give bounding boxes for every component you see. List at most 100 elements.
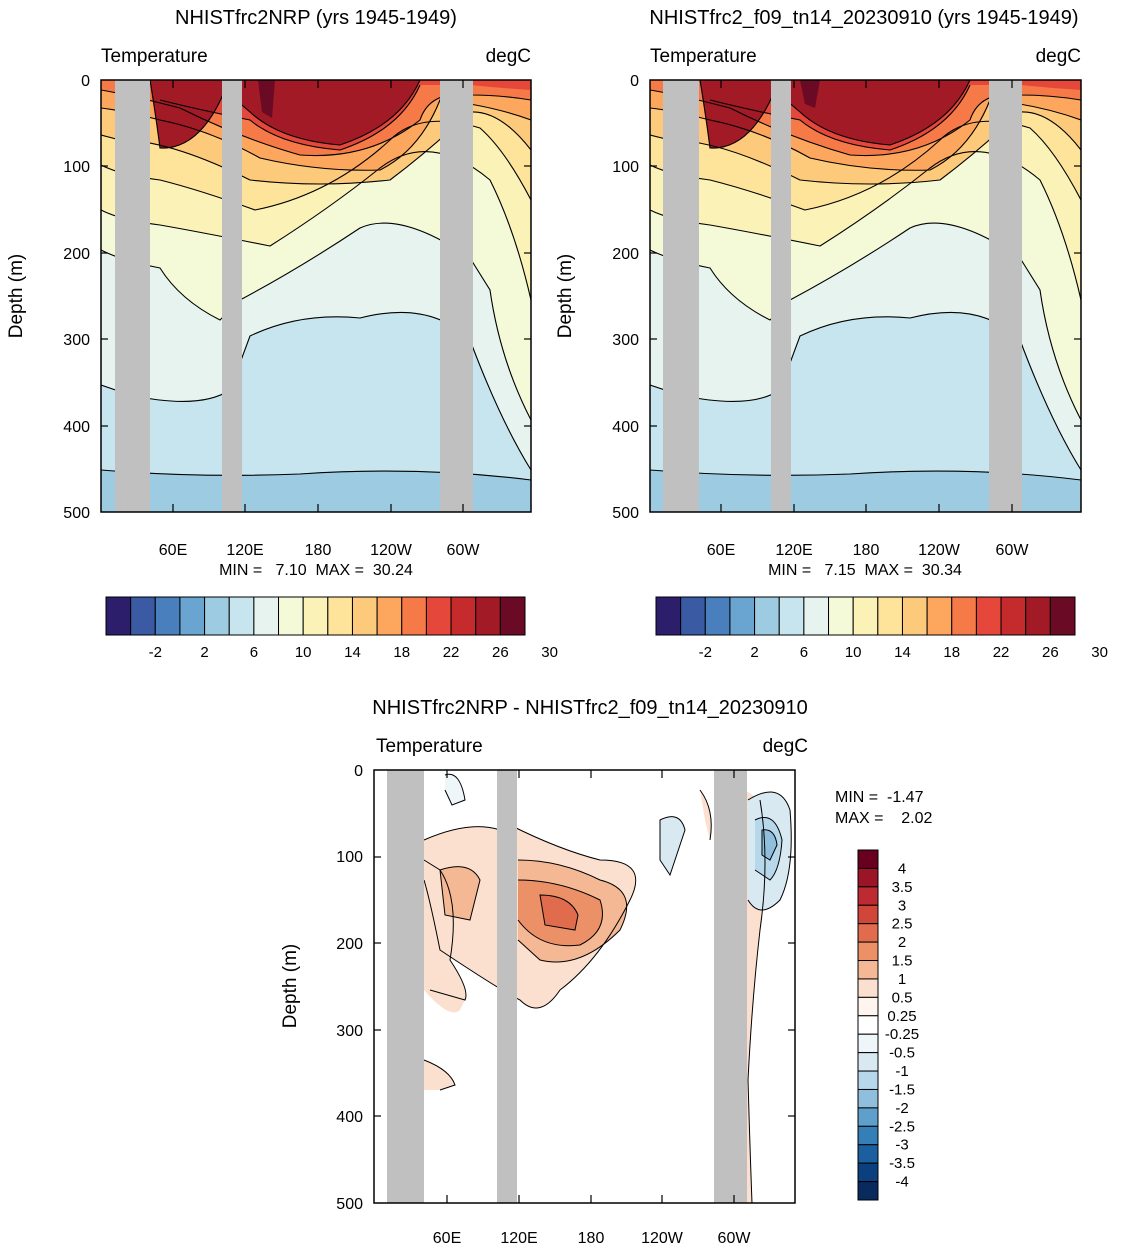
colorbar-label: 6 bbox=[800, 644, 808, 661]
colorbar-swatch bbox=[179, 596, 206, 636]
panel-1-xaxis: 60E 120E 180 120W 60W bbox=[159, 80, 481, 559]
panel-3: NHISTfrc2NRP - NHISTfrc2_f09_tn14_202309… bbox=[280, 697, 932, 1247]
colorbar-label: 18 bbox=[943, 644, 960, 661]
svg-text:300: 300 bbox=[336, 1023, 363, 1040]
colorbar-swatch bbox=[1049, 596, 1076, 636]
colorbar-swatch bbox=[857, 886, 879, 906]
colorbar-label: 22 bbox=[443, 644, 460, 661]
panel-2-stats: MIN = 7.15 MAX = 30.34 bbox=[768, 562, 962, 579]
panel-1-colorbar: -2 2 6 10 14 18 22 26 30 bbox=[105, 596, 558, 661]
panel-1-yticks: 0 100 200 300 400 500 bbox=[63, 73, 90, 522]
panel-3-stat-max: MAX = 2.02 bbox=[835, 810, 932, 827]
colorbar-label: 1.5 bbox=[892, 953, 913, 970]
colorbar-swatch bbox=[228, 596, 255, 636]
colorbar-swatch bbox=[852, 596, 879, 636]
svg-text:0: 0 bbox=[81, 73, 90, 90]
svg-text:100: 100 bbox=[336, 849, 363, 866]
panel-3-left-label: Temperature bbox=[376, 736, 483, 757]
colorbar-label: -1 bbox=[895, 1063, 908, 1080]
colorbar-swatch bbox=[857, 1162, 879, 1183]
panel-2-field bbox=[650, 80, 1081, 512]
svg-text:400: 400 bbox=[63, 419, 90, 436]
colorbar-label: 18 bbox=[393, 644, 410, 661]
svg-text:500: 500 bbox=[612, 505, 639, 522]
panel-2-colorbar: -2 2 6 10 14 18 22 26 30 bbox=[655, 596, 1108, 661]
panel-3-colorbar: 4 3.53 2.52 1.510.5 0.25-0.25 -0.5-1-1.5 -2-2.… bbox=[857, 849, 919, 1201]
svg-text:60W: 60W bbox=[996, 542, 1030, 559]
svg-text:60W: 60W bbox=[718, 1230, 752, 1247]
svg-text:180: 180 bbox=[305, 542, 332, 559]
svg-text:120W: 120W bbox=[370, 542, 413, 559]
colorbar-label: 2.5 bbox=[892, 916, 913, 933]
panel-3-plot-frame bbox=[373, 769, 796, 1204]
colorbar-swatch bbox=[729, 596, 756, 636]
svg-text:120W: 120W bbox=[641, 1230, 684, 1247]
svg-text:60W: 60W bbox=[447, 542, 481, 559]
colorbar-swatch bbox=[857, 996, 879, 1017]
colorbar-swatch bbox=[401, 596, 427, 636]
colorbar-swatch bbox=[857, 923, 879, 943]
panel-1-field bbox=[101, 80, 531, 512]
colorbar-swatch bbox=[450, 596, 477, 636]
colorbar-swatch bbox=[778, 596, 805, 636]
svg-text:60E: 60E bbox=[707, 542, 735, 559]
colorbar-swatch bbox=[951, 596, 977, 636]
colorbar-swatch bbox=[857, 1070, 879, 1090]
panel-2-left-label: Temperature bbox=[650, 46, 757, 67]
colorbar-swatch bbox=[475, 596, 501, 636]
colorbar-swatch bbox=[857, 1052, 879, 1072]
svg-text:400: 400 bbox=[612, 419, 639, 436]
colorbar-label: 6 bbox=[250, 644, 258, 661]
colorbar-label: 14 bbox=[894, 644, 911, 661]
panel-3-field bbox=[374, 770, 795, 1203]
svg-text:500: 500 bbox=[336, 1196, 363, 1213]
colorbar-swatch bbox=[857, 960, 879, 980]
colorbar-swatch bbox=[857, 1125, 879, 1146]
colorbar-label: 1 bbox=[898, 971, 906, 988]
svg-text:180: 180 bbox=[578, 1230, 605, 1247]
colorbar-swatch bbox=[704, 596, 731, 636]
colorbar-swatch bbox=[857, 941, 879, 962]
colorbar-swatch bbox=[857, 1144, 879, 1164]
colorbar-swatch bbox=[877, 596, 903, 636]
colorbar-swatch bbox=[105, 596, 132, 636]
colorbar-swatch bbox=[857, 1033, 879, 1054]
colorbar-label: 0.25 bbox=[887, 1008, 916, 1025]
colorbar-label: 22 bbox=[993, 644, 1010, 661]
panel-1: NHISTfrc2NRP (yrs 1945-1949) Temperature… bbox=[6, 7, 558, 661]
svg-text:180: 180 bbox=[853, 542, 880, 559]
colorbar-swatch bbox=[327, 596, 353, 636]
panel-1-plot-frame bbox=[100, 79, 532, 513]
colorbar-swatch bbox=[857, 978, 879, 998]
colorbar-swatch bbox=[376, 596, 403, 636]
colorbar-swatch bbox=[901, 596, 928, 636]
colorbar-swatch bbox=[154, 596, 181, 636]
panel-3-ylabel: Depth (m) bbox=[280, 944, 301, 1028]
colorbar-label: 4 bbox=[898, 860, 906, 877]
panel-2-title: NHISTfrc2_f09_tn14_20230910 (yrs 1945-19… bbox=[649, 7, 1078, 29]
panel-2: NHISTfrc2_f09_tn14_20230910 (yrs 1945-19… bbox=[555, 7, 1108, 661]
colorbar-swatch bbox=[926, 596, 953, 636]
colorbar-label: -2 bbox=[895, 1100, 908, 1117]
colorbar-swatch bbox=[754, 596, 780, 636]
colorbar-swatch bbox=[1000, 596, 1027, 636]
colorbar-swatch bbox=[425, 596, 452, 636]
svg-text:120W: 120W bbox=[918, 542, 961, 559]
colorbar-label: 30 bbox=[1091, 644, 1108, 661]
colorbar-swatch bbox=[857, 1107, 879, 1127]
colorbar-swatch bbox=[1025, 596, 1051, 636]
panel-1-right-label: degC bbox=[486, 46, 531, 67]
colorbar-swatch bbox=[857, 904, 879, 925]
colorbar-swatch bbox=[302, 596, 329, 636]
colorbar-label: -2.5 bbox=[889, 1118, 915, 1135]
panel-1-yaxis: 0 100 200 300 400 500 bbox=[63, 73, 531, 522]
colorbar-swatch bbox=[655, 596, 682, 636]
colorbar-label: -0.5 bbox=[889, 1045, 915, 1062]
svg-text:500: 500 bbox=[63, 505, 90, 522]
colorbar-label: 3 bbox=[898, 897, 906, 914]
colorbar-label: -4 bbox=[895, 1174, 908, 1191]
colorbar-swatch bbox=[278, 596, 304, 636]
colorbar-swatch bbox=[253, 596, 280, 636]
panel-3-xaxis: 60E 120E 180 120W 60W bbox=[433, 770, 752, 1247]
